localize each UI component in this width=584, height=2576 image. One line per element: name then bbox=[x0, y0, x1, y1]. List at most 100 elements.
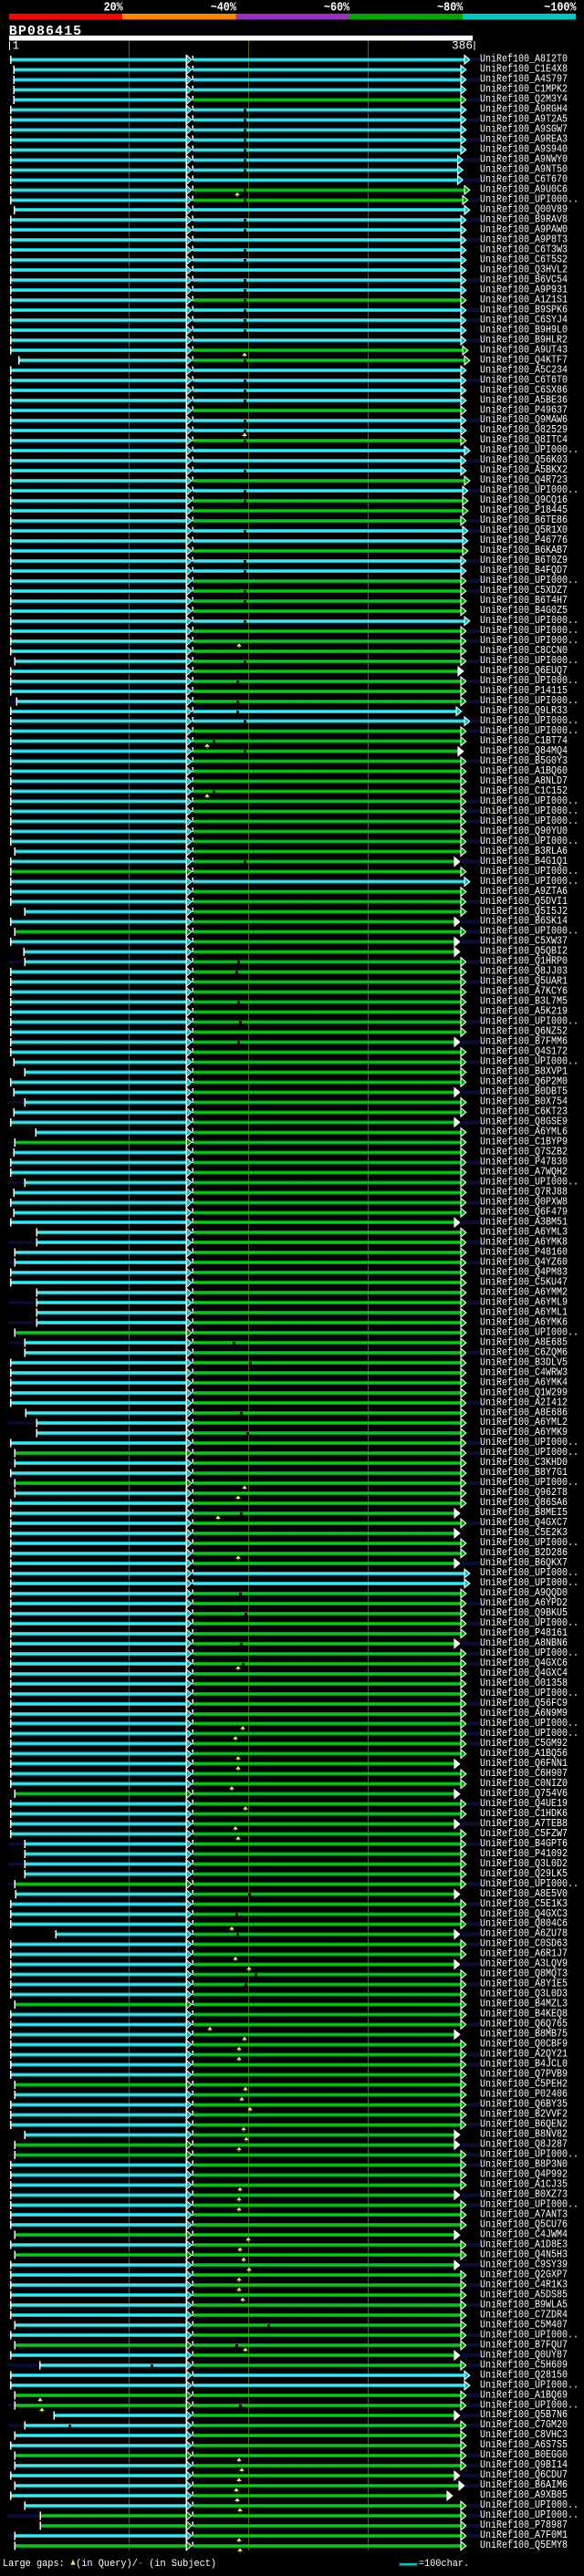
svg-text:UniRef100_Q4GXC3: UniRef100_Q4GXC3 bbox=[480, 1907, 568, 1920]
svg-text:UniRef100_A6YMK6: UniRef100_A6YMK6 bbox=[480, 1315, 568, 1328]
svg-text:UniRef100_A3BM51: UniRef100_A3BM51 bbox=[480, 1215, 568, 1228]
svg-text:UniRef100_Q3L0D3: UniRef100_Q3L0D3 bbox=[480, 1988, 568, 2000]
svg-text:UniRef100_B6QEN2: UniRef100_B6QEN2 bbox=[480, 2118, 568, 2131]
svg-text:UniRef100_A9P931: UniRef100_A9P931 bbox=[480, 283, 568, 296]
svg-text:~40%: ~40% bbox=[211, 2, 237, 16]
svg-text:UniRef100_Q5QBI2: UniRef100_Q5QBI2 bbox=[480, 945, 568, 958]
svg-text:UniRef100_C0NIZ0: UniRef100_C0NIZ0 bbox=[480, 1777, 568, 1790]
svg-text:UniRef100_UPI000..: UniRef100_UPI000.. bbox=[480, 1055, 579, 1068]
svg-text:UniRef100_Q7SZB2: UniRef100_Q7SZB2 bbox=[480, 1146, 568, 1158]
svg-text:UniRef100_A9QQD0: UniRef100_A9QQD0 bbox=[480, 1586, 568, 1599]
svg-text:UniRef100_A1D8E3: UniRef100_A1D8E3 bbox=[480, 2238, 568, 2250]
svg-text:UniRef100_UPI000..: UniRef100_UPI000.. bbox=[480, 1476, 579, 1489]
svg-text:UniRef100_Q84MQ4: UniRef100_Q84MQ4 bbox=[480, 744, 568, 757]
svg-text:UniRef100_A5C234: UniRef100_A5C234 bbox=[480, 363, 568, 376]
svg-text:UniRef100_A1BQ56: UniRef100_A1BQ56 bbox=[480, 1747, 568, 1760]
svg-text:UniRef100_Q9LR33: UniRef100_Q9LR33 bbox=[480, 704, 568, 717]
svg-text:UniRef100_B9H9L0: UniRef100_B9H9L0 bbox=[480, 323, 568, 336]
svg-text:UniRef100_B0XZ73: UniRef100_B0XZ73 bbox=[480, 2188, 568, 2201]
svg-text:UniRef100_A1Z1S1: UniRef100_A1Z1S1 bbox=[480, 293, 568, 306]
svg-text:UniRef100_Q9MAW6: UniRef100_Q9MAW6 bbox=[480, 413, 568, 426]
svg-text:UniRef100_UPI000..: UniRef100_UPI000.. bbox=[480, 2398, 579, 2411]
svg-text:UniRef100_A8E5V0: UniRef100_A8E5V0 bbox=[480, 1887, 568, 1900]
svg-text:UniRef100_B9SPK6: UniRef100_B9SPK6 bbox=[480, 303, 568, 316]
svg-text:UniRef100_A8Y1E5: UniRef100_A8Y1E5 bbox=[480, 1978, 568, 1990]
svg-text:UniRef100_B8P3N0: UniRef100_B8P3N0 bbox=[480, 2158, 568, 2171]
svg-text:UniRef100_A7F0M1: UniRef100_A7F0M1 bbox=[480, 2529, 568, 2541]
svg-text:UniRef100_B9WLA5: UniRef100_B9WLA5 bbox=[480, 2298, 568, 2311]
svg-text:UniRef100_C6ZQM6: UniRef100_C6ZQM6 bbox=[480, 1345, 568, 1358]
svg-text:UniRef100_Q9CQ16: UniRef100_Q9CQ16 bbox=[480, 493, 568, 506]
svg-text:UniRef100_C6SYJ4: UniRef100_C6SYJ4 bbox=[480, 313, 568, 326]
svg-text:UniRef100_C0SD63: UniRef100_C0SD63 bbox=[480, 1937, 568, 1950]
svg-text:UniRef100_UPI000..: UniRef100_UPI000.. bbox=[480, 1176, 579, 1189]
svg-text:UniRef100_UPI000..: UniRef100_UPI000.. bbox=[480, 805, 579, 817]
svg-text:UniRef100_Q8MQT3: UniRef100_Q8MQT3 bbox=[480, 1968, 568, 1980]
svg-text:UniRef100_C8CCN0: UniRef100_C8CCN0 bbox=[480, 644, 568, 657]
svg-text:UniRef100_B6QKX7: UniRef100_B6QKX7 bbox=[480, 1556, 568, 1569]
svg-text:UniRef100_UPI000..: UniRef100_UPI000.. bbox=[480, 835, 579, 847]
svg-text:UniRef100_P48161: UniRef100_P48161 bbox=[480, 1626, 568, 1639]
svg-text:UniRef100_A1BQ60: UniRef100_A1BQ60 bbox=[480, 764, 568, 777]
svg-text:UniRef100_Q804C6: UniRef100_Q804C6 bbox=[480, 1917, 568, 1930]
svg-text:-: - bbox=[138, 2559, 144, 2570]
svg-text:UniRef100_A9P8T3: UniRef100_A9P8T3 bbox=[480, 233, 568, 245]
svg-text:UniRef100_P18445: UniRef100_P18445 bbox=[480, 504, 568, 516]
svg-text:UniRef100_B4G0Z5: UniRef100_B4G0Z5 bbox=[480, 604, 568, 617]
svg-text:UniRef100_B4FQD7: UniRef100_B4FQD7 bbox=[480, 564, 568, 576]
svg-text:UniRef100_Q0CBF9: UniRef100_Q0CBF9 bbox=[480, 2038, 568, 2051]
svg-text:UniRef100_Q4N5H3: UniRef100_Q4N5H3 bbox=[480, 2248, 568, 2260]
svg-text:UniRef100_C5KU47: UniRef100_C5KU47 bbox=[480, 1275, 568, 1288]
svg-text:UniRef100_C3KHD0: UniRef100_C3KHD0 bbox=[480, 1456, 568, 1469]
svg-text:UniRef100_UPI000..: UniRef100_UPI000.. bbox=[480, 574, 579, 587]
svg-text:UniRef100_C6T3W3: UniRef100_C6T3W3 bbox=[480, 243, 568, 255]
svg-text:UniRef100_UPI000..: UniRef100_UPI000.. bbox=[480, 193, 579, 206]
svg-text:UniRef100_B9RAV8: UniRef100_B9RAV8 bbox=[480, 213, 568, 225]
svg-text:UniRef100_A6YMK9: UniRef100_A6YMK9 bbox=[480, 1426, 568, 1439]
svg-text:UniRef100_UPI000..: UniRef100_UPI000.. bbox=[480, 1325, 579, 1338]
svg-text:UniRef100_Q6P2M0: UniRef100_Q6P2M0 bbox=[480, 1075, 568, 1088]
svg-text:UniRef100_P78987: UniRef100_P78987 bbox=[480, 2519, 568, 2531]
svg-text:UniRef100_Q7PVB9: UniRef100_Q7PVB9 bbox=[480, 2068, 568, 2081]
svg-text:UniRef100_Q5DVI1: UniRef100_Q5DVI1 bbox=[480, 895, 568, 908]
svg-text:UniRef100_UPI000..: UniRef100_UPI000.. bbox=[480, 714, 579, 727]
svg-text:UniRef100_UPI000..: UniRef100_UPI000.. bbox=[480, 483, 579, 496]
svg-text:UniRef100_Q28150: UniRef100_Q28150 bbox=[480, 2368, 568, 2381]
svg-text:~80%: ~80% bbox=[437, 2, 464, 16]
svg-text:UniRef100_C1HDK6: UniRef100_C1HDK6 bbox=[480, 1807, 568, 1820]
svg-text:UniRef100_A6YML2: UniRef100_A6YML2 bbox=[480, 1416, 568, 1428]
svg-text:UniRef100_C5GM92: UniRef100_C5GM92 bbox=[480, 1737, 568, 1750]
svg-text:UniRef100_UPI000..: UniRef100_UPI000.. bbox=[480, 694, 579, 707]
svg-text:UniRef100_A9U0C6: UniRef100_A9U0C6 bbox=[480, 183, 568, 196]
svg-text:UniRef100_Q6Q765: UniRef100_Q6Q765 bbox=[480, 2018, 568, 2031]
svg-text:UniRef100_A6YML9: UniRef100_A6YML9 bbox=[480, 1295, 568, 1308]
svg-text:UniRef100_A8NLD7: UniRef100_A8NLD7 bbox=[480, 774, 568, 787]
svg-text:UniRef100_C1BYP9: UniRef100_C1BYP9 bbox=[480, 1136, 568, 1148]
svg-text:UniRef100_Q29LK5: UniRef100_Q29LK5 bbox=[480, 1867, 568, 1880]
svg-text:UniRef100_Q5CU76: UniRef100_Q5CU76 bbox=[480, 2218, 568, 2230]
svg-text:UniRef100_A2I412: UniRef100_A2I412 bbox=[480, 1396, 568, 1408]
svg-text:UniRef100_Q4YZ60: UniRef100_Q4YZ60 bbox=[480, 1255, 568, 1268]
svg-text:UniRef100_Q4P992: UniRef100_Q4P992 bbox=[480, 2168, 568, 2181]
svg-text:UniRef100_A9SGW7: UniRef100_A9SGW7 bbox=[480, 123, 568, 136]
svg-text:UniRef100_Q00V89: UniRef100_Q00V89 bbox=[480, 203, 568, 215]
svg-text:UniRef100_A2QY21: UniRef100_A2QY21 bbox=[480, 2048, 568, 2061]
svg-text:UniRef100_B7FMM6: UniRef100_B7FMM6 bbox=[480, 1035, 568, 1048]
svg-text:UniRef100_Q3HVL2: UniRef100_Q3HVL2 bbox=[480, 263, 568, 275]
svg-text:UniRef100_UPI000..: UniRef100_UPI000.. bbox=[480, 1727, 579, 1740]
svg-text:UniRef100_Q5UAR1: UniRef100_Q5UAR1 bbox=[480, 975, 568, 988]
svg-text:Large gaps:: Large gaps: bbox=[3, 2559, 65, 2570]
svg-text:UniRef100_B6KAB7: UniRef100_B6KAB7 bbox=[480, 544, 568, 556]
svg-text:UniRef100_A6YMM2: UniRef100_A6YMM2 bbox=[480, 1285, 568, 1298]
svg-text:UniRef100_B6SK14: UniRef100_B6SK14 bbox=[480, 915, 568, 928]
svg-text:UniRef100_UPI000..: UniRef100_UPI000.. bbox=[480, 875, 579, 888]
svg-text:20%: 20% bbox=[104, 2, 124, 16]
svg-text:UniRef100_UPI000..: UniRef100_UPI000.. bbox=[480, 1436, 579, 1449]
svg-text:UniRef100_Q4PM83: UniRef100_Q4PM83 bbox=[480, 1265, 568, 1278]
svg-text:UniRef100_Q4KTF7: UniRef100_Q4KTF7 bbox=[480, 353, 568, 366]
svg-text:UniRef100_C6T5S2: UniRef100_C6T5S2 bbox=[480, 253, 568, 265]
svg-text:UniRef100_UPI000..: UniRef100_UPI000.. bbox=[480, 1566, 579, 1579]
svg-text:UniRef100_A5K219: UniRef100_A5K219 bbox=[480, 1005, 568, 1018]
svg-text:UniRef100_B0EGG0: UniRef100_B0EGG0 bbox=[480, 2448, 568, 2461]
svg-text:UniRef100_B6AIM6: UniRef100_B6AIM6 bbox=[480, 2478, 568, 2491]
